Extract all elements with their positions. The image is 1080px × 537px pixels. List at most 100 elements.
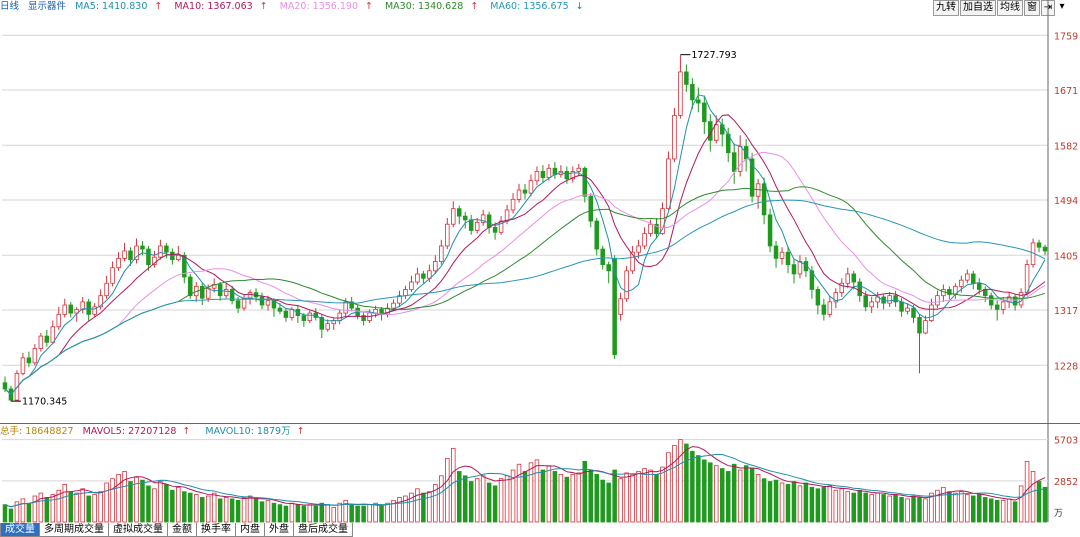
mode-label[interactable]: 显示器件: [28, 1, 67, 12]
candle-body: [528, 180, 534, 194]
candle-body: [899, 301, 904, 312]
tab-amount[interactable]: 金额: [167, 523, 197, 537]
candle-body: [959, 279, 964, 287]
volume-bar: [2, 504, 8, 523]
volume-bar: [241, 497, 247, 523]
candle-body: [660, 208, 665, 234]
volume-bar: [152, 488, 157, 523]
tab-virtual-volume[interactable]: 虚拟成交量: [108, 523, 168, 537]
volume-bar: [313, 505, 319, 523]
candle-body: [648, 223, 653, 234]
volume-bar: [630, 473, 635, 523]
candle-body: [761, 183, 767, 216]
volume-total: 总手: 18648827: [0, 426, 74, 437]
ma-legend-item: MA20: 1356.190 ↑: [279, 1, 373, 12]
volume-bar: [875, 492, 880, 523]
volume-bar: [893, 494, 898, 523]
volume-bar: [516, 463, 522, 523]
candle-body: [564, 170, 570, 180]
volume-bar: [797, 485, 803, 523]
volume-bar: [1006, 498, 1012, 523]
candle-body: [917, 317, 922, 334]
volume-bar: [725, 471, 731, 523]
volume-bar: [86, 495, 91, 523]
volume-bar: [355, 505, 360, 523]
volume-bar: [325, 504, 331, 523]
candle-body: [44, 335, 50, 343]
moving-average-button[interactable]: 均线: [997, 0, 1023, 16]
high-marker-label: 1727.793: [691, 50, 736, 61]
tab-multi-period-volume[interactable]: 多周期成交量: [39, 523, 109, 537]
candle-body: [116, 257, 121, 269]
volume-bar: [648, 469, 653, 523]
candle-body: [277, 307, 283, 312]
candle-body: [146, 248, 151, 266]
panel-divider: [0, 423, 1080, 424]
price-axis-label: 1759: [1054, 31, 1078, 42]
volume-bar: [20, 498, 26, 523]
volume-bar: [528, 462, 534, 523]
volume-bar: [331, 507, 336, 523]
volume-bar: [660, 466, 665, 523]
volume-bar: [618, 478, 623, 523]
tab-after-hours-volume[interactable]: 盘后成交量: [293, 523, 353, 537]
candle-body: [134, 245, 139, 261]
candle-body: [893, 295, 898, 303]
volume-bar: [253, 498, 259, 523]
candle-body: [128, 250, 133, 261]
candle-body: [188, 276, 193, 297]
volume-bar: [116, 473, 121, 523]
volume-bar: [259, 501, 265, 523]
candle-body: [594, 220, 599, 250]
price-axis-label: 1405: [1054, 251, 1078, 262]
volume-bar: [379, 505, 384, 523]
candle-body: [684, 71, 689, 85]
candle-body: [504, 209, 510, 222]
candle-body: [666, 158, 671, 210]
tab-volume[interactable]: 成交量: [0, 523, 40, 537]
volume-bar: [1030, 471, 1036, 523]
candle-body: [98, 295, 103, 308]
candle-body: [20, 357, 26, 374]
tab-inner[interactable]: 内盘: [235, 523, 265, 537]
candle-body: [451, 208, 456, 225]
volume-bar: [158, 481, 163, 523]
add-watchlist-button[interactable]: 加自选: [960, 0, 996, 16]
volume-bar: [140, 479, 145, 523]
period-label[interactable]: 日线: [0, 1, 20, 12]
volume-bar: [911, 495, 916, 523]
tab-outer[interactable]: 外盘: [264, 523, 294, 537]
volume-bar: [1036, 481, 1042, 523]
volume-bar: [247, 495, 253, 523]
volume-bar: [851, 492, 856, 523]
volume-bar: [988, 498, 994, 523]
volume-bar: [959, 491, 964, 523]
candle-body: [433, 261, 438, 272]
volume-header: 总手: 18648827 MAVOL5: 27207128 ↑ MAVOL10: …: [0, 425, 317, 438]
candle-body: [988, 295, 994, 306]
volume-bar: [749, 468, 755, 523]
candle-body: [1024, 264, 1030, 293]
candle-body: [343, 301, 348, 314]
volume-bar: [337, 502, 342, 523]
volume-bar: [8, 508, 14, 523]
candle-body: [176, 254, 181, 261]
candle-body: [409, 281, 414, 290]
candle-body: [283, 310, 289, 318]
dropdown-icon[interactable]: ▾: [1059, 1, 1065, 12]
window-button[interactable]: 窗: [1024, 0, 1040, 16]
volume-bar: [702, 459, 707, 523]
volume-bar: [373, 502, 378, 523]
tab-turnover[interactable]: 换手率: [196, 523, 236, 537]
volume-bar: [480, 475, 486, 523]
volume-bar: [534, 459, 540, 523]
candle-body: [462, 215, 468, 221]
volume-bar: [540, 469, 546, 523]
volume-bar: [863, 492, 868, 523]
candle-body: [994, 304, 1000, 310]
candle-body: [785, 251, 791, 266]
volume-bar: [779, 482, 785, 523]
candle-body: [289, 308, 295, 318]
nine-turn-button[interactable]: 九转: [933, 0, 959, 16]
